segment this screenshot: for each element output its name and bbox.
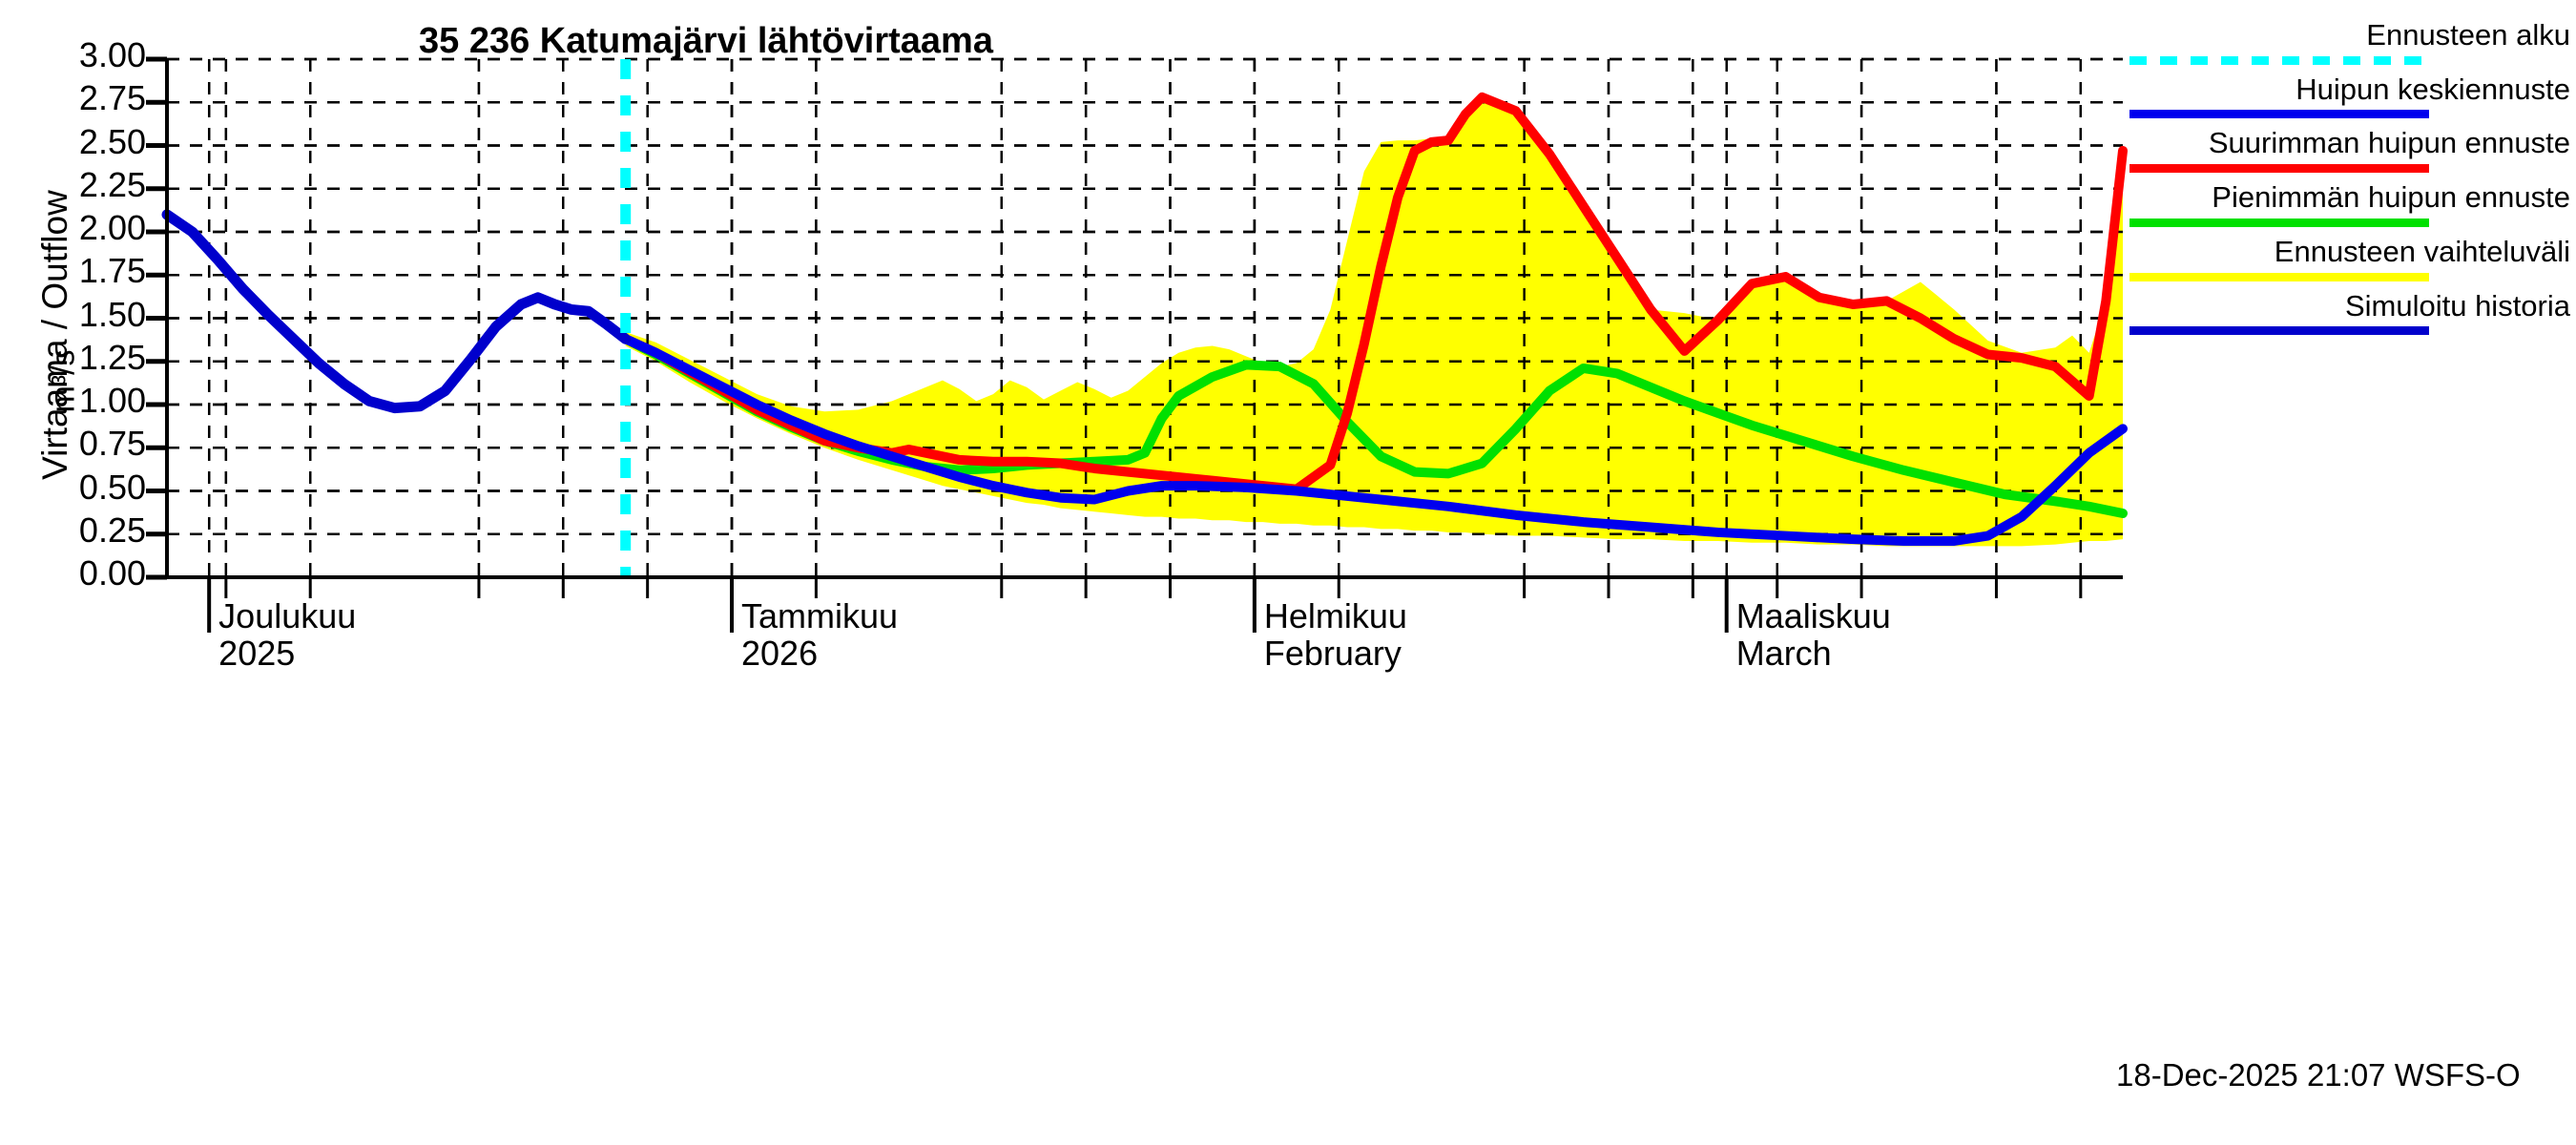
legend-entry-peak-min-forecast: Pienimmän huipun ennuste [2126,180,2574,227]
legend-swatch-simulated-history [2129,326,2429,336]
x-axis-month-label-fi: Joulukuu [218,596,357,635]
legend-label-peak-max-forecast: Suurimman huipun ennuste [2208,126,2570,160]
x-axis-month-label-secondary: February [1263,633,1402,673]
legend-swatch-peak-max-forecast [2129,164,2429,174]
y-axis-tick-label: 1.75 [78,251,146,291]
chart-legend: Ennusteen alku Huipun keskiennuste Suurimm… [2126,18,2574,344]
y-axis-tick-label: 1.50 [78,294,146,334]
y-axis-tick-label: 2.75 [78,78,146,118]
series-line-peak-mean [620,334,2128,546]
y-axis-tick-label: 2.00 [78,208,146,247]
x-axis-month-label-secondary: 2026 [741,633,819,673]
legend-entry-peak-max-forecast: Suurimman huipun ennuste [2126,126,2574,174]
series-line-peak-max [620,92,2128,494]
x-axis-month-label: Maaliskuu March [1735,596,1891,673]
y-axis-tick-label: 0.75 [78,424,146,464]
x-axis-month-label-secondary: 2025 [218,633,296,673]
legend-swatch-forecast-range [2129,272,2429,281]
x-axis-month-label: Joulukuu 2025 [218,596,357,673]
page-title: 35 236 Katumajärvi lähtövirtaama [419,21,993,61]
legend-swatch-forecast-start [2129,55,2429,65]
x-axis-month-label: Tammikuu 2026 [741,596,899,673]
y-axis-tick-label: 0.50 [78,467,146,507]
legend-label-forecast-range: Ennusteen vaihteluväli [2274,234,2570,268]
legend-entry-forecast-start: Ennusteen alku [2126,18,2574,65]
legend-entry-forecast-range: Ennusteen vaihteluväli [2126,234,2574,281]
y-axis-tick-label: 0.00 [78,553,146,593]
legend-swatch-peak-mean-forecast [2129,110,2429,119]
legend-swatch-peak-min-forecast [2129,218,2429,227]
y-axis-tick-label: 0.25 [78,510,146,550]
y-axis-tick-label: 2.25 [78,164,146,204]
y-axis-tick-label: 2.50 [78,121,146,161]
y-axis-tick-label: 1.00 [78,381,146,420]
x-axis-month-label-secondary: March [1735,633,1832,673]
series-line-history [161,209,632,414]
legend-label-peak-min-forecast: Pienimmän huipun ennuste [2212,180,2570,215]
legend-label-forecast-start: Ennusteen alku [2366,18,2570,52]
y-axis-tick-label: 3.00 [78,35,146,74]
x-axis-month-label-fi: Tammikuu [741,596,899,635]
legend-label-simulated-history: Simuloitu historia [2344,288,2570,323]
x-axis-month-label-fi: Helmikuu [1263,596,1407,635]
forecast-range-band [625,96,2124,547]
y-axis-tick-label: 1.25 [78,337,146,377]
x-axis-month-label-fi: Maaliskuu [1735,596,1891,635]
x-axis-month-label: Helmikuu February [1263,596,1407,673]
legend-entry-simulated-history: Simuloitu historia [2126,288,2574,336]
legend-entry-peak-mean-forecast: Huipun keskiennuste [2126,73,2574,119]
timestamp-stamp: 18-Dec-2025 21:07 WSFS-O [2116,1057,2521,1093]
legend-label-peak-mean-forecast: Huipun keskiennuste [2296,72,2570,106]
